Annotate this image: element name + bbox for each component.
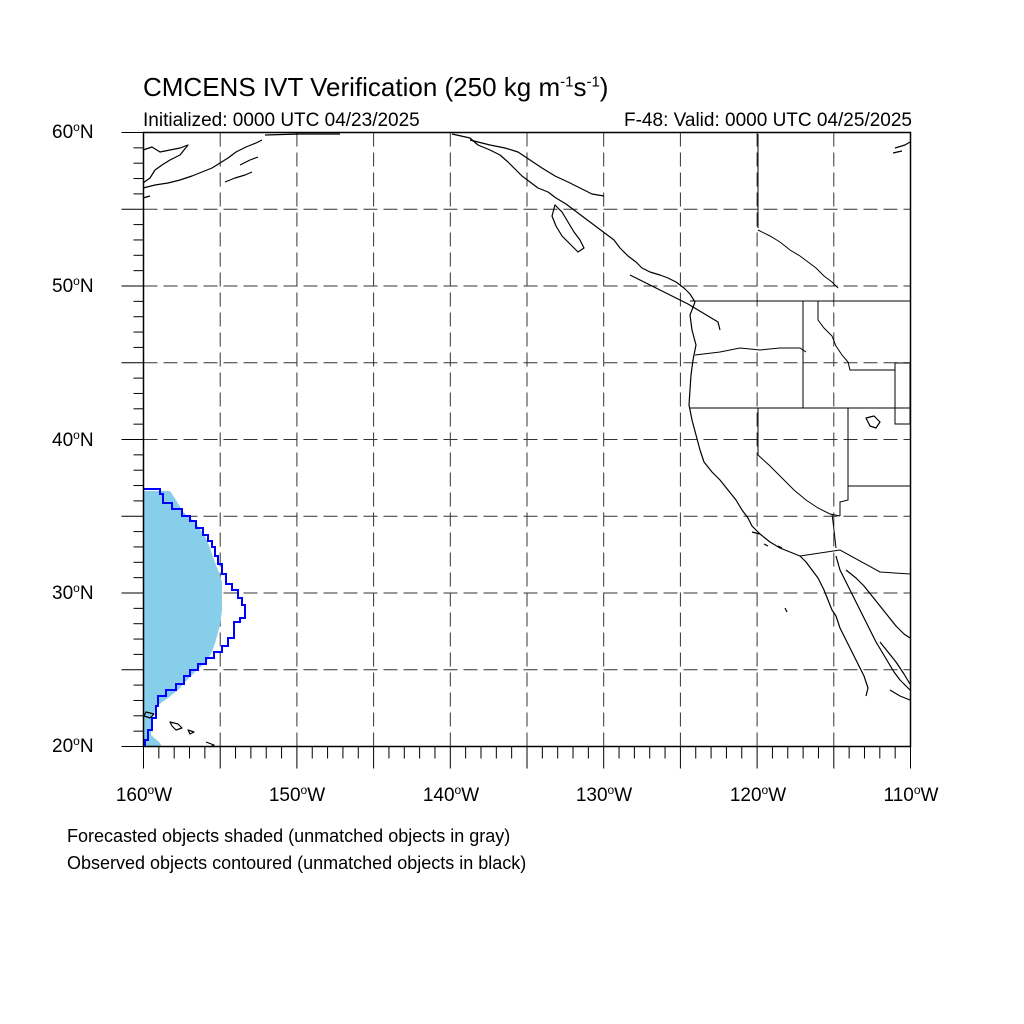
lat-label-50: 50oN [52, 274, 94, 297]
lat-label-60: 60oN [52, 120, 94, 143]
lon-label-120: 120oW [729, 783, 787, 806]
forecast-ivt-object [143, 491, 222, 747]
axis-ticks [121, 132, 911, 769]
observed-legend-note: Observed objects contoured (unmatched ob… [67, 853, 527, 873]
valid-time-label: F-48: Valid: 0000 UTC 04/25/2025 [624, 110, 912, 131]
lon-label-110: 110oW [883, 783, 939, 806]
map-frame [142, 131, 912, 748]
forecast-legend-note: Forecasted objects shaded (unmatched obj… [67, 826, 511, 846]
lat-label-40: 40oN [52, 428, 94, 451]
coastlines [142, 133, 911, 748]
political-borders [690, 134, 911, 575]
initialized-label: Initialized: 0000 UTC 04/23/2025 [143, 110, 420, 131]
lat-label-20: 20oN [52, 734, 94, 757]
lon-label-150: 150oW [268, 783, 326, 806]
observed-ivt-contour [143, 488, 246, 747]
lon-label-140: 140oW [422, 783, 480, 806]
plot-title: CMCENS IVT Verification (250 kg m-1s-1) [143, 72, 609, 102]
lon-label-160: 160oW [115, 783, 173, 806]
lat-lon-grid [143, 132, 911, 747]
lat-label-30: 30oN [52, 581, 94, 604]
lon-label-130: 130oW [575, 783, 633, 806]
